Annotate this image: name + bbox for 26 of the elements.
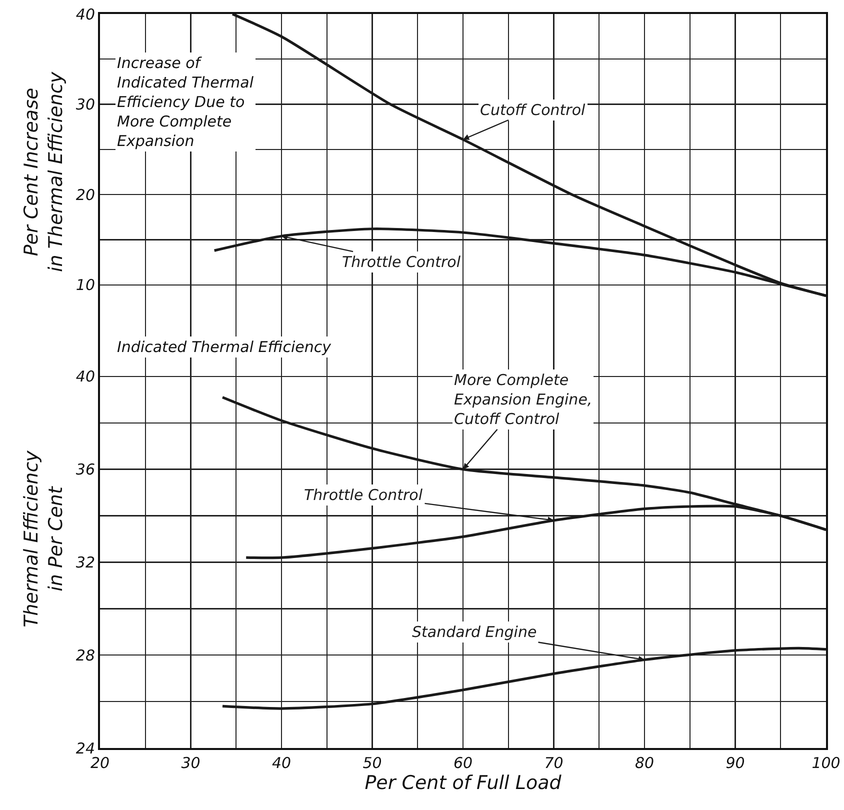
x-axis-title: Per Cent of Full Load	[364, 772, 562, 794]
series-label: Cutoff Control	[480, 101, 586, 119]
y-tick-label: 20	[76, 186, 95, 204]
y-tick-label: 28	[76, 646, 95, 664]
text: Standard Engine	[412, 623, 537, 641]
text: Throttle Control	[304, 486, 424, 504]
series-label: Throttle Control	[342, 253, 462, 271]
x-tick-label: 50	[362, 754, 382, 772]
x-tick-label: 90	[726, 754, 745, 772]
text: Indicated Thermal Efficiency	[117, 338, 332, 356]
y-axis-title: Thermal Efficiency in Per Cent	[20, 450, 68, 628]
y-tick-label: 36	[76, 460, 95, 479]
x-tick-label: 60	[453, 754, 473, 772]
y-axis-title: Per Cent Increase in Thermal Efficiency	[20, 71, 68, 272]
text: More Complete Expansion Engine, Cutoff Control	[454, 371, 592, 428]
y-tick-label: 30	[76, 96, 95, 114]
y-tick-label: 40	[76, 368, 95, 386]
x-tick-label: 80	[634, 754, 654, 772]
x-tick-label: 30	[181, 754, 200, 772]
x-tick-label: 70	[544, 754, 564, 772]
y-tick-label: 40	[76, 5, 95, 24]
y-tick-label: 32	[76, 553, 95, 572]
x-tick-label: 40	[272, 754, 292, 772]
x-tick-label: 100	[812, 754, 840, 772]
y-tick-label: 10	[76, 276, 95, 294]
text: Increase of Indicated Thermal Efficiency Due to More Complete Expansion	[117, 54, 254, 150]
